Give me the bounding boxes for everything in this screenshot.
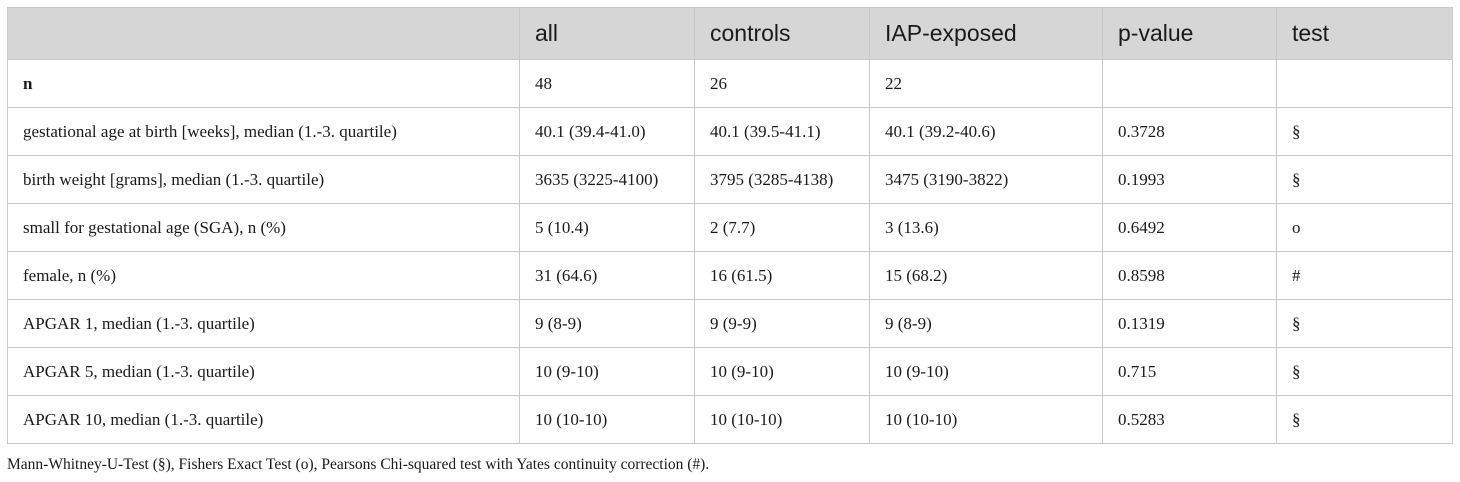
cell-controls: 10 (10-10) (694, 395, 870, 444)
cell-all: 10 (10-10) (519, 395, 695, 444)
data-table-container: all controls IAP-exposed p-value test n … (7, 7, 1453, 444)
cell-iap-exposed: 15 (68.2) (869, 251, 1103, 300)
header-row: all controls IAP-exposed p-value test (7, 7, 1453, 60)
cell-p-value: 0.1319 (1102, 299, 1277, 348)
table-row: APGAR 10, median (1.-3. quartile) 10 (10… (7, 395, 1453, 444)
row-label: birth weight [grams], median (1.-3. quar… (7, 155, 520, 204)
header-cell-p-value: p-value (1102, 7, 1277, 60)
header-cell-controls: controls (694, 7, 870, 60)
cell-controls: 9 (9-9) (694, 299, 870, 348)
cell-iap-exposed: 40.1 (39.2-40.6) (869, 107, 1103, 156)
row-label: gestational age at birth [weeks], median… (7, 107, 520, 156)
table-row: small for gestational age (SGA), n (%) 5… (7, 203, 1453, 252)
cell-test: § (1276, 299, 1453, 348)
cell-all: 5 (10.4) (519, 203, 695, 252)
row-label: APGAR 1, median (1.-3. quartile) (7, 299, 520, 348)
table-row: gestational age at birth [weeks], median… (7, 107, 1453, 156)
cell-p-value (1102, 59, 1277, 108)
row-label: n (7, 59, 520, 108)
table-row: female, n (%) 31 (64.6) 16 (61.5) 15 (68… (7, 251, 1453, 300)
header-cell-test: test (1276, 7, 1453, 60)
cell-all: 48 (519, 59, 695, 108)
table-row: APGAR 1, median (1.-3. quartile) 9 (8-9)… (7, 299, 1453, 348)
row-label: APGAR 5, median (1.-3. quartile) (7, 347, 520, 396)
cell-iap-exposed: 10 (10-10) (869, 395, 1103, 444)
row-label: small for gestational age (SGA), n (%) (7, 203, 520, 252)
cell-controls: 3795 (3285-4138) (694, 155, 870, 204)
table-row: APGAR 5, median (1.-3. quartile) 10 (9-1… (7, 347, 1453, 396)
cell-test: § (1276, 395, 1453, 444)
cell-controls: 40.1 (39.5-41.1) (694, 107, 870, 156)
cell-test: # (1276, 251, 1453, 300)
cell-test: § (1276, 155, 1453, 204)
header-cell-all: all (519, 7, 695, 60)
table-row: birth weight [grams], median (1.-3. quar… (7, 155, 1453, 204)
cell-iap-exposed: 3 (13.6) (869, 203, 1103, 252)
cell-p-value: 0.8598 (1102, 251, 1277, 300)
cell-all: 31 (64.6) (519, 251, 695, 300)
cell-all: 3635 (3225-4100) (519, 155, 695, 204)
cell-p-value: 0.715 (1102, 347, 1277, 396)
cell-test (1276, 59, 1453, 108)
cell-test: § (1276, 347, 1453, 396)
cell-p-value: 0.5283 (1102, 395, 1277, 444)
cell-controls: 26 (694, 59, 870, 108)
table-footnote: Mann-Whitney-U-Test (§), Fishers Exact T… (7, 456, 710, 473)
cell-iap-exposed: 10 (9-10) (869, 347, 1103, 396)
row-label: female, n (%) (7, 251, 520, 300)
table-row: n 48 26 22 (7, 59, 1453, 108)
cell-controls: 16 (61.5) (694, 251, 870, 300)
data-table: all controls IAP-exposed p-value test n … (7, 7, 1453, 444)
cell-p-value: 0.3728 (1102, 107, 1277, 156)
cell-controls: 2 (7.7) (694, 203, 870, 252)
cell-p-value: 0.6492 (1102, 203, 1277, 252)
header-cell-iap-exposed: IAP-exposed (869, 7, 1103, 60)
cell-test: o (1276, 203, 1453, 252)
cell-p-value: 0.1993 (1102, 155, 1277, 204)
cell-all: 40.1 (39.4-41.0) (519, 107, 695, 156)
cell-all: 9 (8-9) (519, 299, 695, 348)
row-label: APGAR 10, median (1.-3. quartile) (7, 395, 520, 444)
cell-iap-exposed: 9 (8-9) (869, 299, 1103, 348)
cell-iap-exposed: 22 (869, 59, 1103, 108)
cell-controls: 10 (9-10) (694, 347, 870, 396)
cell-iap-exposed: 3475 (3190-3822) (869, 155, 1103, 204)
header-cell-label (7, 7, 520, 60)
cell-test: § (1276, 107, 1453, 156)
cell-all: 10 (9-10) (519, 347, 695, 396)
